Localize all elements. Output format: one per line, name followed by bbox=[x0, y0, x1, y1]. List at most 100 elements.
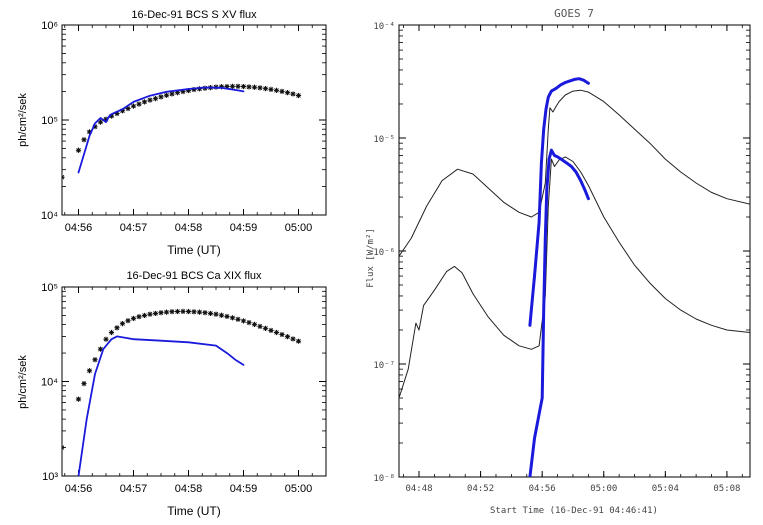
goes-title: GOES 7 bbox=[554, 7, 594, 20]
data-point bbox=[268, 327, 274, 334]
data-point bbox=[251, 321, 258, 328]
data-point bbox=[240, 318, 247, 324]
data-point bbox=[141, 312, 148, 319]
data-point bbox=[251, 84, 258, 90]
data-point bbox=[196, 309, 203, 315]
data-point bbox=[295, 92, 302, 99]
data-point bbox=[75, 396, 82, 402]
data-point bbox=[262, 325, 269, 331]
y-tick-label: 10⁻⁷ bbox=[373, 361, 395, 371]
bcs-ca-xix-panel: 16-Dec-91 BCS Ca XIX flux Time (UT) ph/c… bbox=[17, 270, 327, 518]
goes-xlabel: Start Time (16-Dec-91 04:46:41) bbox=[490, 506, 658, 516]
data-point bbox=[218, 84, 225, 90]
data-point bbox=[229, 83, 236, 89]
goes-ylabel: Flux [W/m²] bbox=[366, 228, 376, 288]
data-point bbox=[207, 310, 214, 317]
goes-plot-frame bbox=[398, 24, 751, 478]
data-point bbox=[202, 310, 208, 316]
data-point bbox=[235, 83, 241, 89]
goes-axes: 04:48 04:52 04:56 05:00 05:04 05:08 10⁻⁸ 10⁻⁷ 10… bbox=[373, 22, 750, 494]
data-point bbox=[147, 97, 153, 103]
bcs-ca-xix-plot-frame bbox=[61, 286, 327, 477]
bcs-ca-xix-ylabel: ph/cm²/sek bbox=[17, 355, 29, 409]
data-point bbox=[191, 309, 197, 315]
bcs-s-xv-title: 16-Dec-91 BCS S XV flux bbox=[131, 9, 257, 21]
data-point bbox=[130, 103, 137, 109]
series-line-model-long bbox=[528, 77, 590, 327]
data-point bbox=[92, 357, 98, 363]
data-point bbox=[290, 336, 296, 342]
data-point bbox=[125, 318, 131, 324]
data-point bbox=[268, 86, 274, 92]
data-point bbox=[163, 309, 170, 315]
x-tick-label: 04:59 bbox=[230, 483, 258, 495]
data-point bbox=[185, 308, 192, 315]
data-point bbox=[141, 99, 148, 105]
data-point bbox=[152, 95, 159, 102]
series-line-model-short bbox=[528, 148, 590, 477]
y-tick-label: 10⁶ bbox=[41, 20, 58, 32]
data-point bbox=[213, 311, 219, 317]
data-point bbox=[119, 108, 126, 114]
series-line-model bbox=[77, 335, 245, 476]
bcs-s-xv-panel: 16-Dec-91 BCS S XV flux Time (UT) ph/cm²… bbox=[17, 9, 327, 257]
data-point bbox=[114, 110, 120, 117]
x-tick-label: 04:57 bbox=[120, 483, 148, 495]
x-tick-label: 04:56 bbox=[529, 484, 556, 494]
data-point bbox=[174, 90, 181, 96]
data-point bbox=[163, 92, 170, 98]
data-point bbox=[174, 308, 181, 315]
data-point bbox=[279, 331, 285, 338]
y-tick-label: 10⁻⁵ bbox=[373, 135, 395, 145]
data-point bbox=[224, 313, 230, 320]
x-tick-label: 05:00 bbox=[285, 483, 313, 495]
goes-marks bbox=[399, 77, 750, 477]
data-point bbox=[103, 116, 109, 122]
x-tick-label: 04:57 bbox=[120, 222, 148, 234]
data-point bbox=[185, 87, 192, 94]
data-point bbox=[295, 338, 302, 344]
data-point bbox=[158, 310, 164, 316]
y-tick-label: 10⁵ bbox=[41, 282, 58, 294]
bcs-s-xv-marks bbox=[62, 83, 302, 180]
y-tick-label: 10⁵ bbox=[41, 115, 58, 127]
data-point bbox=[136, 314, 142, 320]
data-point bbox=[235, 316, 241, 322]
data-point bbox=[147, 311, 153, 317]
series-line-goes-short-channel bbox=[399, 156, 750, 399]
data-point bbox=[284, 90, 291, 96]
data-point bbox=[130, 315, 137, 322]
x-tick-label: 04:52 bbox=[467, 484, 494, 494]
data-point bbox=[62, 444, 65, 451]
data-point bbox=[136, 101, 142, 107]
y-tick-label: 10⁻⁶ bbox=[373, 248, 395, 258]
data-point bbox=[273, 329, 280, 336]
x-tick-label: 04:58 bbox=[175, 483, 203, 495]
bcs-ca-xix-xlabel: Time (UT) bbox=[167, 504, 221, 518]
data-point bbox=[119, 320, 126, 327]
x-tick-label: 05:00 bbox=[285, 222, 313, 234]
bcs-ca-xix-title: 16-Dec-91 BCS Ca XIX flux bbox=[126, 270, 262, 282]
bcs-ca-xix-marks bbox=[62, 308, 302, 476]
bcs-s-xv-ylabel: ph/cm²/sek bbox=[17, 93, 29, 147]
data-point bbox=[75, 147, 82, 153]
data-point bbox=[229, 315, 236, 321]
data-point bbox=[86, 129, 93, 135]
series-bcs-s-xv-measured bbox=[62, 83, 302, 180]
data-point bbox=[92, 124, 98, 130]
data-point bbox=[284, 334, 291, 340]
x-tick-label: 04:56 bbox=[65, 483, 93, 495]
x-tick-label: 05:08 bbox=[713, 484, 740, 494]
data-point bbox=[62, 174, 65, 180]
data-point bbox=[246, 320, 252, 326]
data-point bbox=[81, 381, 87, 387]
data-point bbox=[257, 323, 263, 329]
data-point bbox=[103, 336, 109, 342]
data-point bbox=[114, 325, 120, 331]
series-line-model bbox=[77, 86, 245, 174]
bcs-s-xv-axes: 04:56 04:57 04:58 04:59 05:00 10⁴ 10⁵ 10⁶ bbox=[41, 20, 327, 234]
data-point bbox=[273, 87, 280, 93]
data-point bbox=[169, 91, 175, 97]
